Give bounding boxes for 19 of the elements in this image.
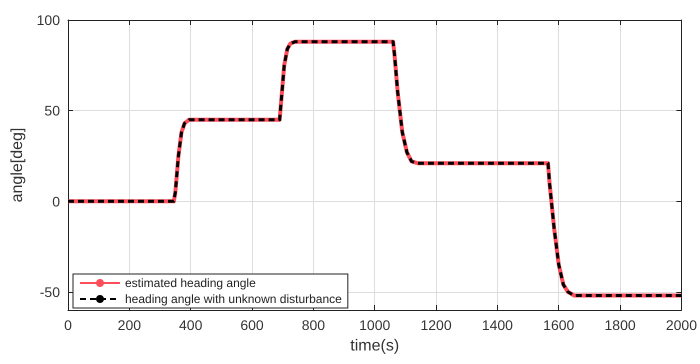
x-tick-label: 0 <box>64 317 72 333</box>
x-tick-label: 1600 <box>543 317 575 333</box>
y-axis-title: angle[deg] <box>9 128 26 202</box>
x-tick-label: 2000 <box>666 317 698 333</box>
y-tick-label: -50 <box>40 284 60 300</box>
x-tick-label: 1200 <box>420 317 452 333</box>
x-axis-title: time(s) <box>350 338 400 354</box>
legend-label: heading angle with unknown disturbance <box>125 292 342 306</box>
y-tick-label: 100 <box>36 12 60 28</box>
y-tick-label: 50 <box>44 102 60 119</box>
x-tick-label: 1400 <box>482 317 514 333</box>
y-tick-label: 0 <box>52 193 60 210</box>
x-tick-label: 800 <box>302 317 326 333</box>
x-tick-label: 600 <box>240 317 264 333</box>
x-tick-label: 200 <box>118 317 142 333</box>
legend-label: estimated heading angle <box>125 276 256 290</box>
x-tick-label: 400 <box>179 317 203 333</box>
x-tick-label: 1800 <box>604 317 636 333</box>
x-tick-label: 1000 <box>359 317 390 333</box>
